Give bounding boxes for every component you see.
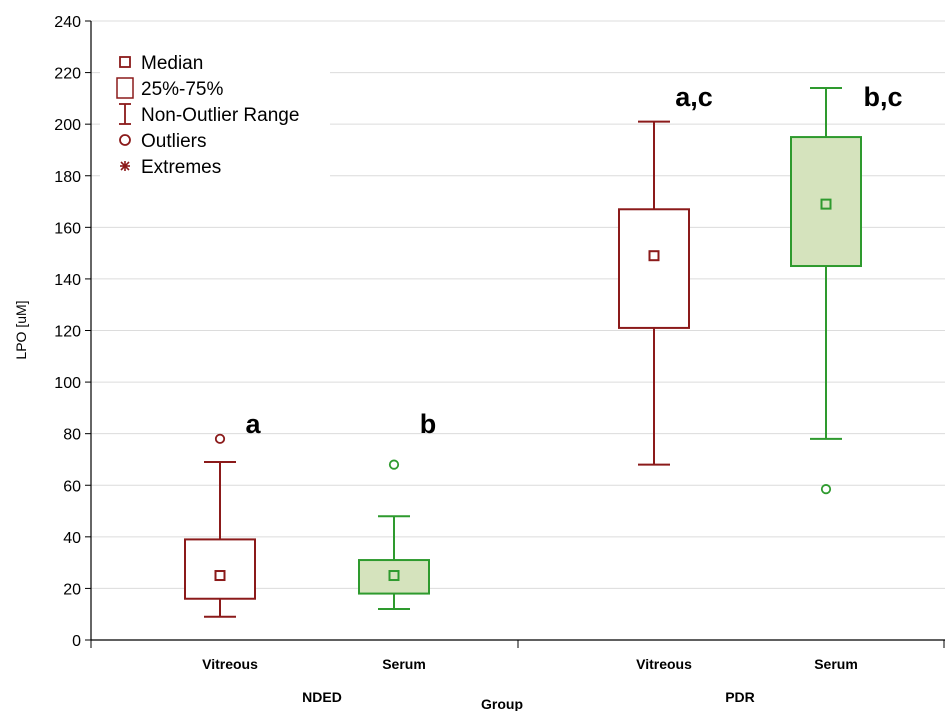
median-marker [214, 570, 226, 582]
x-category-label: Vitreous [202, 656, 258, 672]
x-category-label: Vitreous [636, 656, 692, 672]
legend-item-label: Non-Outlier Range [141, 105, 299, 126]
y-tick-label: 80 [63, 427, 81, 444]
iqr-box [358, 559, 430, 595]
y-axis-label: LPO [uM] [13, 300, 29, 359]
significance-annotation: a,c [675, 82, 713, 112]
legend-median-symbol [119, 56, 131, 68]
y-tick-label: 100 [54, 375, 81, 392]
iqr-box [618, 208, 690, 329]
outlier-point [388, 459, 400, 470]
outlier-point [820, 484, 832, 495]
legend-background [100, 40, 330, 182]
significance-annotation: b [420, 409, 437, 439]
legend-item-label: Extremes [141, 157, 221, 178]
legend-item-label: Outliers [141, 131, 206, 152]
x-axis-label: Group [481, 696, 523, 711]
y-tick-label: 220 [54, 66, 81, 83]
y-tick-label: 200 [54, 117, 81, 134]
y-tick-label: 20 [63, 581, 81, 598]
y-tick-label: 140 [54, 272, 81, 289]
x-category-label: Serum [814, 656, 858, 672]
median-marker [388, 570, 400, 582]
x-group-label: PDR [725, 689, 755, 705]
y-tick-label: 120 [54, 324, 81, 341]
legend-extreme-symbol [120, 161, 130, 171]
y-tick-label: 180 [54, 169, 81, 186]
legend-outlier-symbol [119, 134, 131, 146]
y-tick-label: 160 [54, 220, 81, 237]
x-group-label: NDED [302, 689, 342, 705]
median-marker [648, 250, 660, 262]
x-category-label: Serum [382, 656, 426, 672]
iqr-box [184, 538, 256, 600]
y-tick-label: 40 [63, 530, 81, 547]
legend-box-symbol [116, 77, 134, 99]
significance-annotation: a [245, 409, 261, 439]
iqr-box [790, 136, 862, 268]
y-tick-label: 240 [54, 14, 81, 31]
outlier-point [214, 433, 226, 444]
y-tick-label: 60 [63, 478, 81, 495]
y-tick-label: 0 [72, 633, 81, 650]
significance-annotation: b,c [863, 82, 902, 112]
median-marker [820, 198, 832, 210]
legend-item-label: 25%-75% [141, 79, 223, 100]
legend-item-label: Median [141, 53, 203, 74]
